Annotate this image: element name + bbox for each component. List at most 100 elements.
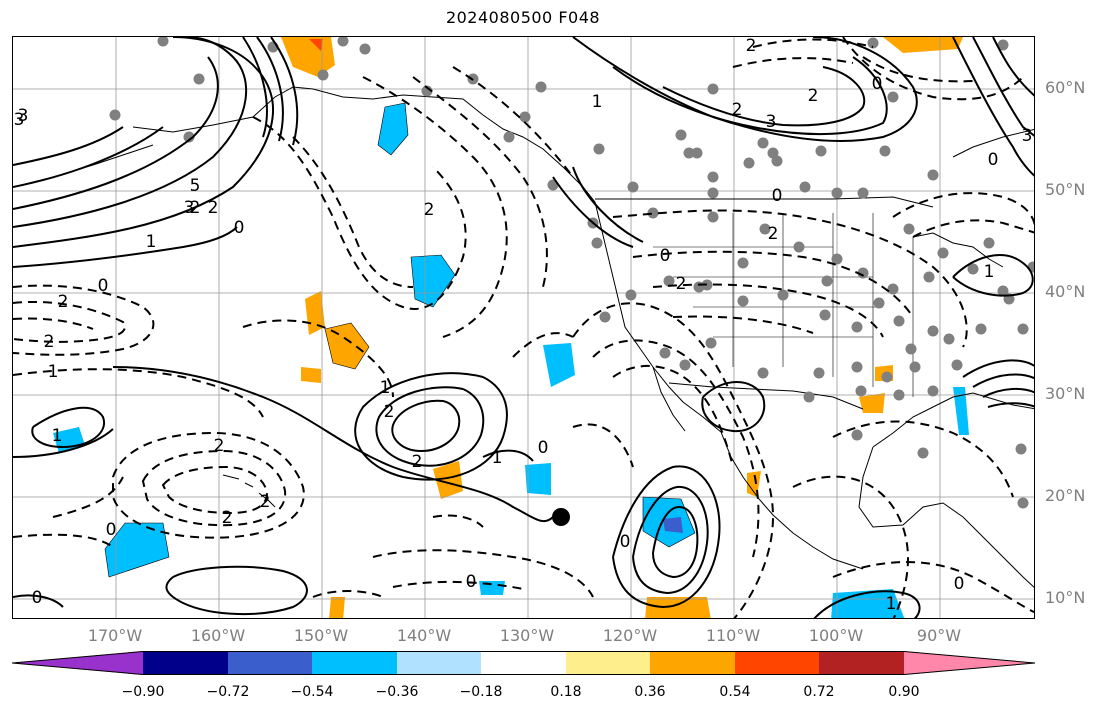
contour-label: 0 [538, 438, 549, 458]
lon-label: 170°W [87, 626, 143, 645]
contour-label: 1 [492, 448, 503, 468]
colorbar-segment [904, 651, 1035, 675]
lat-label: 30°N [1045, 384, 1086, 403]
contour-label: 0 [620, 532, 631, 552]
orange-shade [301, 367, 321, 383]
colorbar-tick-label: 0.36 [634, 684, 666, 700]
lon-label: 140°W [396, 626, 452, 645]
lon-label: 130°W [499, 626, 555, 645]
orange-shade [747, 471, 761, 497]
map-title: 2024080500 F048 [445, 8, 601, 27]
colorbar-tick-label: −0.36 [375, 684, 419, 700]
blue-shade [525, 463, 551, 495]
contour-label: 1 [886, 594, 897, 614]
contour-label: 1 [592, 92, 603, 112]
contour-label: 2 [384, 402, 395, 422]
contour-label: 3 [766, 112, 777, 132]
contour-label: 0 [660, 246, 671, 266]
colorbar-tick-label: −0.90 [121, 684, 165, 700]
colorbar-segments [12, 651, 1036, 675]
colorbar-tick-label: −0.54 [290, 684, 334, 700]
contour-label: 1 [984, 262, 995, 282]
colorbar-segment [735, 651, 819, 675]
red-shade [309, 39, 323, 51]
contour-label: 2 [190, 198, 201, 218]
alaska-coast [132, 86, 596, 203]
contour-label: 0 [772, 186, 783, 206]
dashed-contours [13, 37, 1034, 618]
contour-label: 0 [32, 588, 43, 608]
contour-label: 2 [768, 224, 779, 244]
hudson-east-coast [952, 128, 1034, 158]
colorbar-segment [819, 651, 904, 675]
lon-label: 110°W [705, 626, 761, 645]
contour-label: 0 [234, 218, 245, 238]
contour-label: 5 [190, 176, 201, 196]
us-mexico-border [668, 382, 864, 410]
map-panel: 2 3 5 3 2 1 0 2 2 1 0 1 2 2 2 0 0 1 2 2 … [12, 36, 1035, 619]
contour-label: 1 [146, 232, 157, 252]
contour-label: 3 [14, 110, 25, 130]
colorbar-segment [481, 651, 566, 675]
colorbar-outline [12, 651, 1036, 675]
colorbar-segment [12, 651, 143, 675]
contour-label: 2 [808, 86, 819, 106]
contour-label: 1 [48, 362, 59, 382]
station-dots [109, 37, 1034, 509]
colorbar-segment [312, 651, 397, 675]
map-canvas: 2 3 5 3 2 1 0 2 2 1 0 1 2 2 2 0 0 1 2 2 … [13, 37, 1034, 618]
colorbar [12, 651, 1036, 675]
contour-label: 2 [424, 200, 435, 220]
mexico-east-coast [858, 446, 1034, 588]
orange-shade [433, 461, 463, 499]
lat-label: 10°N [1045, 588, 1086, 607]
contour-label: 0 [466, 572, 477, 592]
coastlines [13, 86, 1034, 588]
contour-label: 1 [380, 378, 391, 398]
graticule [13, 37, 1034, 618]
orange-shade [883, 37, 963, 53]
contour-label-group: 2 3 5 3 2 1 0 2 2 1 0 1 2 2 2 0 0 1 2 2 … [14, 37, 1033, 614]
colorbar-tick-label: 0.54 [719, 684, 751, 700]
contour-label: 0 [954, 574, 965, 594]
colorbar-tick-label: 0.72 [803, 684, 835, 700]
contour-label: 2 [676, 274, 687, 294]
colorbar-segment [143, 651, 228, 675]
lon-label: 100°W [808, 626, 864, 645]
colorbar-segment [397, 651, 481, 675]
contour-label: 2 [260, 492, 271, 512]
contour-label: 2 [214, 436, 225, 456]
contour-label: 2 [412, 452, 423, 472]
colorbar-segment [228, 651, 312, 675]
colorbar-segment [650, 651, 735, 675]
colorbar-tick-label: −0.18 [459, 684, 503, 700]
lon-label: 90°W [916, 626, 962, 645]
contour-label: 2 [222, 508, 233, 528]
orange-shade [325, 323, 369, 369]
lon-label: 150°W [293, 626, 349, 645]
contour-label: 2 [58, 292, 69, 312]
contour-label: 2 [208, 198, 219, 218]
contour-label: 3 [184, 198, 195, 218]
colorbar-tick-label: 0.90 [888, 684, 920, 700]
west-coast [594, 201, 864, 570]
baja-coast [652, 366, 686, 432]
lat-label: 60°N [1045, 78, 1086, 97]
hawaii-islands [222, 474, 276, 508]
lat-label: 40°N [1045, 282, 1086, 301]
canada-us-border [595, 196, 934, 208]
shaded-field-group [53, 37, 969, 618]
location-marker [552, 508, 570, 526]
orange-shade [329, 597, 345, 618]
contour-label: 2 [746, 37, 757, 56]
blue-shade [543, 343, 575, 387]
blue-shade [411, 255, 455, 307]
contour-label: 3 [1022, 126, 1033, 146]
great-lakes [912, 232, 1004, 268]
shade-outlines [104, 102, 696, 578]
contour-label: 0 [988, 150, 999, 170]
contour-label: 2 [44, 332, 55, 352]
contour-label: 0 [872, 74, 883, 94]
contour-lines [13, 37, 1034, 618]
colorbar-tick-label: −0.72 [206, 684, 250, 700]
